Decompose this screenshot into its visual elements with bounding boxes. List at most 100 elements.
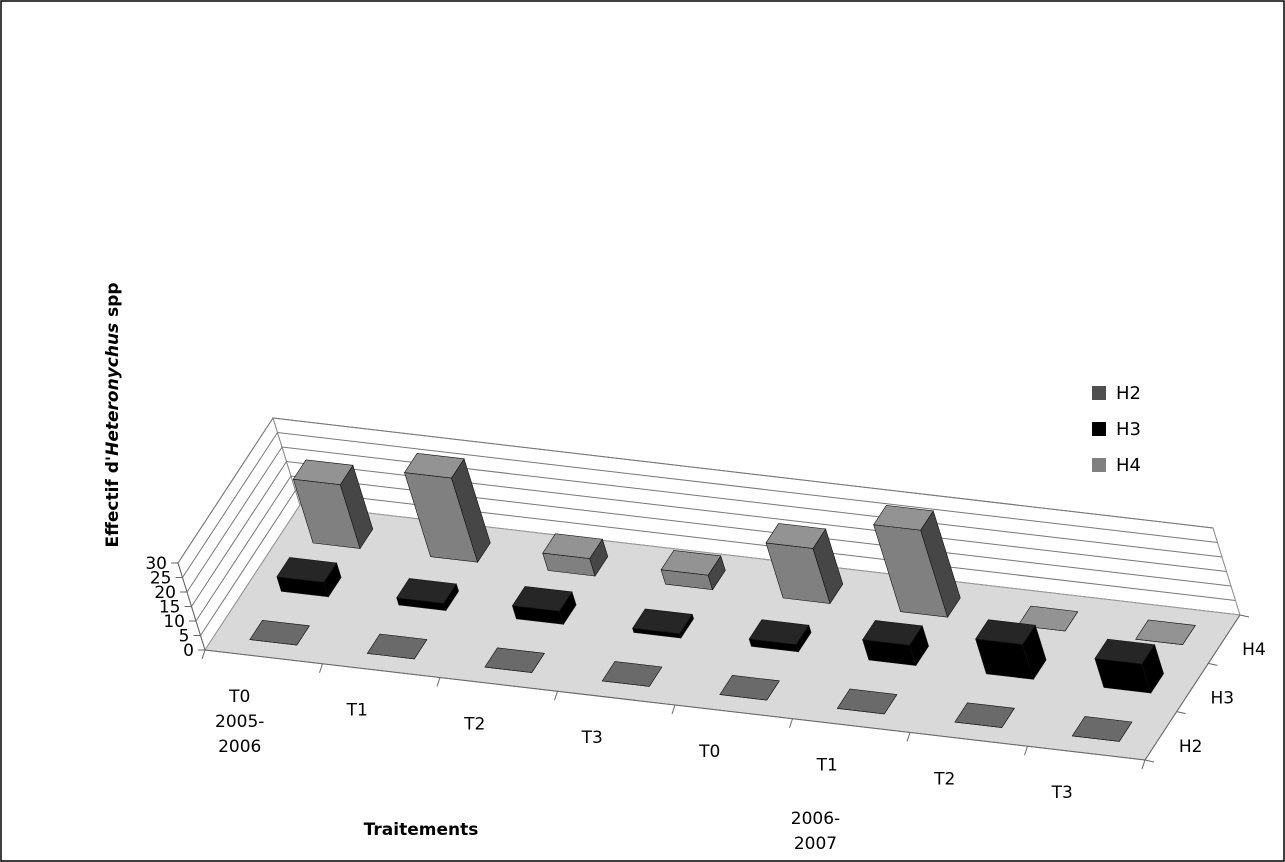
bar-top	[511, 586, 573, 612]
bar	[601, 661, 663, 687]
bar-top	[601, 661, 663, 687]
bar	[1071, 716, 1133, 742]
depth-tick-label: H2	[1179, 737, 1203, 757]
bar-top	[366, 633, 428, 660]
depth-tick-mark	[1208, 662, 1218, 666]
depth-tick-mark	[1176, 711, 1186, 715]
y-axis-title: Effectif d'Heteronychus spp	[103, 282, 123, 547]
x-tick-label: T0	[228, 687, 250, 707]
bar	[660, 550, 726, 591]
legend-swatch	[1092, 386, 1106, 400]
legend-label: H2	[1116, 383, 1141, 404]
bar	[403, 452, 491, 563]
y-axis-title-part-2: Heteronychus	[103, 323, 123, 456]
bar	[276, 557, 342, 598]
y-tick-label: 25	[150, 569, 172, 589]
x-tick-label: T3	[1051, 783, 1073, 803]
bar	[484, 647, 545, 673]
x-tick-mark	[436, 677, 441, 687]
x-tick-mark	[1141, 759, 1146, 770]
bar-top	[1135, 619, 1196, 646]
bar	[632, 608, 694, 639]
bar-top	[873, 505, 934, 531]
bar	[292, 459, 374, 550]
bar	[542, 533, 609, 577]
gridline	[182, 431, 1218, 578]
x-tick-mark	[319, 663, 323, 673]
x-tick-mark	[789, 718, 793, 728]
bar-top	[542, 533, 603, 559]
bar-top	[276, 557, 338, 583]
y-tick-label: 20	[154, 583, 176, 603]
y-tick-label: 10	[163, 612, 185, 632]
x-tick-label: T1	[816, 756, 838, 776]
x-tick-label: T3	[581, 728, 603, 748]
bar	[975, 619, 1047, 680]
y-tick-label: 15	[159, 598, 181, 618]
bar	[1094, 638, 1164, 694]
bar-top	[954, 702, 1015, 728]
bar	[366, 633, 428, 660]
bar	[511, 586, 577, 625]
bar-top	[484, 647, 545, 673]
bar	[748, 619, 812, 653]
gridline	[177, 417, 1214, 564]
bar	[836, 688, 898, 715]
bar	[396, 578, 459, 612]
x-axis-title: Traitements	[364, 820, 479, 840]
y-axis-title-part-3: spp	[103, 282, 123, 322]
depth-tick-mark	[1239, 614, 1250, 618]
x-tick-mark	[671, 704, 676, 715]
bar-top	[403, 452, 465, 479]
group-label: 2007	[794, 834, 837, 854]
bar	[765, 523, 844, 605]
bar-top	[975, 619, 1036, 645]
bar	[719, 674, 780, 701]
bar-top	[836, 688, 898, 715]
y-tick-label: 0	[183, 641, 194, 661]
bar-top	[632, 608, 693, 635]
x-tick-label: T0	[698, 742, 720, 762]
depth-tick-label: H3	[1211, 689, 1235, 709]
bar-top	[719, 674, 780, 701]
y-tick-label: 5	[179, 627, 190, 647]
group-label: 2005-	[215, 712, 264, 732]
x-tick-label: T2	[933, 769, 955, 789]
x-tick-labels: T0 T1 T2 T3 T0 T1 T2 T3 2005- 2006 2006- 2007	[215, 687, 1073, 854]
legend-swatch	[1092, 458, 1106, 472]
axes	[171, 562, 1250, 770]
y-axis-title-part-1: Effectif d'	[103, 456, 123, 548]
bar-top	[396, 578, 457, 604]
x-tick-label: T2	[463, 714, 485, 734]
depth-tick-labels: H2 H3 H4	[1179, 640, 1266, 757]
x-tick-mark	[554, 691, 558, 701]
bar-top	[249, 619, 310, 646]
x-tick-mark	[906, 732, 911, 742]
group-label: 2006-	[791, 809, 840, 829]
depth-tick-label: H4	[1242, 640, 1266, 660]
bar	[873, 505, 961, 618]
bar	[862, 620, 929, 667]
x-tick-mark	[1024, 746, 1028, 756]
bar-top	[862, 620, 923, 646]
bar-top	[748, 619, 810, 645]
bar	[954, 702, 1015, 728]
x-tick-mark	[201, 649, 206, 660]
x-tick-label: T1	[346, 701, 368, 721]
legend-label: H4	[1116, 455, 1141, 476]
bar	[1135, 619, 1196, 646]
bar	[249, 619, 310, 646]
depth-tick-mark	[1144, 759, 1155, 763]
legend-swatch	[1092, 422, 1106, 436]
bars	[249, 452, 1196, 742]
legend: H2 H3 H4	[1092, 383, 1141, 476]
depth-axis-line	[1144, 614, 1241, 761]
group-label: 2006	[218, 737, 261, 757]
bar-top	[292, 459, 354, 486]
legend-label: H3	[1116, 419, 1141, 440]
bar-top	[765, 523, 827, 549]
bar-top	[1071, 716, 1133, 742]
bar-top	[660, 550, 722, 576]
